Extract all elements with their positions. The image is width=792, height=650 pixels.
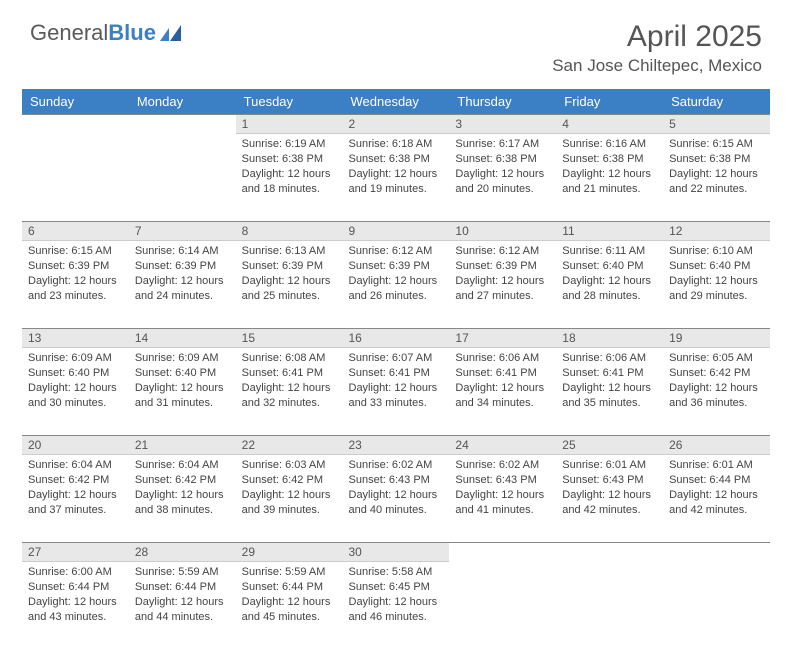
day-number-cell: 11 [556,222,663,241]
day-number-cell: 17 [449,329,556,348]
weekday-header: Wednesday [343,89,450,115]
day-content-cell: Sunrise: 5:59 AMSunset: 6:44 PMDaylight:… [236,562,343,650]
day-number-cell: 14 [129,329,236,348]
logo-text-2: Blue [108,20,156,46]
day-content-cell: Sunrise: 6:01 AMSunset: 6:43 PMDaylight:… [556,455,663,543]
calendar-table: SundayMondayTuesdayWednesdayThursdayFrid… [22,89,770,650]
day-number-cell: 9 [343,222,450,241]
day-number-cell: 7 [129,222,236,241]
day-number-cell: 27 [22,543,129,562]
day-number-cell: 15 [236,329,343,348]
day-content-cell: Sunrise: 6:01 AMSunset: 6:44 PMDaylight:… [663,455,770,543]
daynum-row: 13141516171819 [22,329,770,348]
day-content-cell: Sunrise: 6:12 AMSunset: 6:39 PMDaylight:… [449,241,556,329]
day-number-cell: 2 [343,115,450,134]
day-number-cell: 30 [343,543,450,562]
day-content-cell [449,562,556,650]
day-content-cell: Sunrise: 6:03 AMSunset: 6:42 PMDaylight:… [236,455,343,543]
day-content-cell: Sunrise: 6:19 AMSunset: 6:38 PMDaylight:… [236,134,343,222]
day-content-cell: Sunrise: 6:05 AMSunset: 6:42 PMDaylight:… [663,348,770,436]
day-number-cell: 12 [663,222,770,241]
day-number-cell: 29 [236,543,343,562]
day-content-cell: Sunrise: 5:59 AMSunset: 6:44 PMDaylight:… [129,562,236,650]
logo-text-1: General [30,20,108,46]
day-content-cell: Sunrise: 6:16 AMSunset: 6:38 PMDaylight:… [556,134,663,222]
day-content-cell: Sunrise: 6:08 AMSunset: 6:41 PMDaylight:… [236,348,343,436]
day-number-cell: 24 [449,436,556,455]
weekday-header: Monday [129,89,236,115]
day-content-cell: Sunrise: 6:11 AMSunset: 6:40 PMDaylight:… [556,241,663,329]
day-content-cell: Sunrise: 6:06 AMSunset: 6:41 PMDaylight:… [556,348,663,436]
day-content-cell [22,134,129,222]
weekday-header: Saturday [663,89,770,115]
day-number-cell: 18 [556,329,663,348]
weekday-header: Friday [556,89,663,115]
day-content-cell: Sunrise: 6:07 AMSunset: 6:41 PMDaylight:… [343,348,450,436]
day-content-cell [556,562,663,650]
day-content-cell: Sunrise: 6:09 AMSunset: 6:40 PMDaylight:… [22,348,129,436]
weekday-header: Sunday [22,89,129,115]
daynum-row: 6789101112 [22,222,770,241]
day-number-cell: 25 [556,436,663,455]
header: GeneralBlue April 2025 San Jose Chiltepe… [0,0,792,81]
logo: GeneralBlue [30,20,182,46]
day-number-cell [129,115,236,134]
daynum-row: 20212223242526 [22,436,770,455]
day-content-cell: Sunrise: 6:09 AMSunset: 6:40 PMDaylight:… [129,348,236,436]
logo-icon [160,24,182,42]
day-number-cell: 6 [22,222,129,241]
day-content-cell [663,562,770,650]
day-content-cell: Sunrise: 6:15 AMSunset: 6:38 PMDaylight:… [663,134,770,222]
day-content-cell: Sunrise: 6:18 AMSunset: 6:38 PMDaylight:… [343,134,450,222]
day-content-cell: Sunrise: 6:10 AMSunset: 6:40 PMDaylight:… [663,241,770,329]
content-row: Sunrise: 6:04 AMSunset: 6:42 PMDaylight:… [22,455,770,543]
day-number-cell: 21 [129,436,236,455]
month-title: April 2025 [552,20,762,54]
content-row: Sunrise: 6:19 AMSunset: 6:38 PMDaylight:… [22,134,770,222]
day-number-cell: 23 [343,436,450,455]
day-content-cell: Sunrise: 6:04 AMSunset: 6:42 PMDaylight:… [129,455,236,543]
day-content-cell: Sunrise: 6:14 AMSunset: 6:39 PMDaylight:… [129,241,236,329]
day-content-cell [129,134,236,222]
day-number-cell: 13 [22,329,129,348]
day-content-cell: Sunrise: 5:58 AMSunset: 6:45 PMDaylight:… [343,562,450,650]
day-number-cell [556,543,663,562]
day-content-cell: Sunrise: 6:02 AMSunset: 6:43 PMDaylight:… [449,455,556,543]
day-content-cell: Sunrise: 6:02 AMSunset: 6:43 PMDaylight:… [343,455,450,543]
weekday-header: Tuesday [236,89,343,115]
content-row: Sunrise: 6:09 AMSunset: 6:40 PMDaylight:… [22,348,770,436]
day-number-cell: 19 [663,329,770,348]
day-number-cell [663,543,770,562]
daynum-row: 12345 [22,115,770,134]
location: San Jose Chiltepec, Mexico [552,56,762,76]
content-row: Sunrise: 6:00 AMSunset: 6:44 PMDaylight:… [22,562,770,650]
day-number-cell: 16 [343,329,450,348]
day-number-cell: 28 [129,543,236,562]
day-number-cell: 8 [236,222,343,241]
day-number-cell: 26 [663,436,770,455]
content-row: Sunrise: 6:15 AMSunset: 6:39 PMDaylight:… [22,241,770,329]
day-number-cell [22,115,129,134]
calendar-body: 12345Sunrise: 6:19 AMSunset: 6:38 PMDayl… [22,115,770,650]
day-number-cell: 5 [663,115,770,134]
day-number-cell: 1 [236,115,343,134]
day-content-cell: Sunrise: 6:00 AMSunset: 6:44 PMDaylight:… [22,562,129,650]
day-content-cell: Sunrise: 6:17 AMSunset: 6:38 PMDaylight:… [449,134,556,222]
daynum-row: 27282930 [22,543,770,562]
day-content-cell: Sunrise: 6:06 AMSunset: 6:41 PMDaylight:… [449,348,556,436]
day-content-cell: Sunrise: 6:15 AMSunset: 6:39 PMDaylight:… [22,241,129,329]
day-content-cell: Sunrise: 6:04 AMSunset: 6:42 PMDaylight:… [22,455,129,543]
day-number-cell: 4 [556,115,663,134]
weekday-header-row: SundayMondayTuesdayWednesdayThursdayFrid… [22,89,770,115]
day-number-cell: 10 [449,222,556,241]
title-block: April 2025 San Jose Chiltepec, Mexico [552,20,762,76]
day-content-cell: Sunrise: 6:13 AMSunset: 6:39 PMDaylight:… [236,241,343,329]
day-number-cell: 3 [449,115,556,134]
weekday-header: Thursday [449,89,556,115]
day-number-cell [449,543,556,562]
day-number-cell: 20 [22,436,129,455]
day-number-cell: 22 [236,436,343,455]
day-content-cell: Sunrise: 6:12 AMSunset: 6:39 PMDaylight:… [343,241,450,329]
